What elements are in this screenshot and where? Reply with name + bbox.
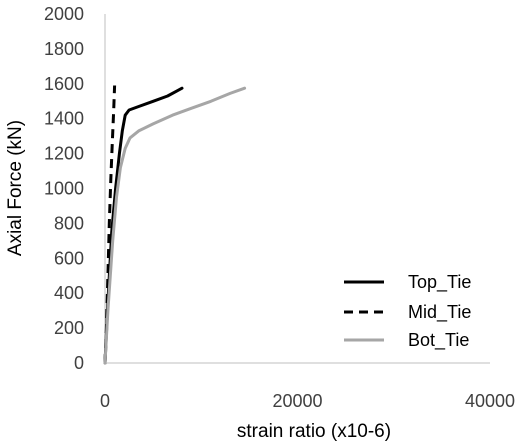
y-tick-label: 1600 bbox=[44, 74, 84, 94]
y-tick-labels: 0 200 400 600 800 1000 1200 1400 1600 1800 2000 bbox=[44, 4, 84, 373]
y-tick-label: 1200 bbox=[44, 144, 84, 164]
y-tick-label: 1000 bbox=[44, 179, 84, 199]
series-line-bot-tie bbox=[103, 86, 247, 365]
y-tick-label: 800 bbox=[54, 213, 84, 233]
y-tick-label: 600 bbox=[54, 248, 84, 268]
x-tick-label: 0 bbox=[100, 391, 110, 411]
y-tick-label: 1400 bbox=[44, 109, 84, 129]
legend-label: Top_Tie bbox=[408, 272, 471, 293]
y-tick-label: 0 bbox=[74, 353, 84, 373]
y-axis-title: Axial Force (kN) bbox=[5, 120, 26, 256]
legend-label: Mid_Tie bbox=[408, 302, 471, 323]
x-tick-label: 40000 bbox=[465, 391, 515, 411]
y-tick-label: 1800 bbox=[44, 39, 84, 59]
x-tick-labels: 0 20000 40000 bbox=[100, 391, 515, 411]
y-tick-label: 400 bbox=[54, 283, 84, 303]
series-line-top-tie bbox=[103, 86, 184, 365]
legend-label: Bot_Tie bbox=[408, 330, 469, 351]
legend: Top_Tie Mid_Tie Bot_Tie bbox=[344, 272, 471, 351]
y-tick-label: 200 bbox=[54, 318, 84, 338]
x-tick-label: 20000 bbox=[272, 391, 322, 411]
series-layer bbox=[103, 85, 247, 365]
x-axis-title: strain ratio (x10-6) bbox=[237, 421, 391, 442]
series-line-mid-tie bbox=[103, 85, 117, 364]
y-tick-label: 2000 bbox=[44, 4, 84, 24]
